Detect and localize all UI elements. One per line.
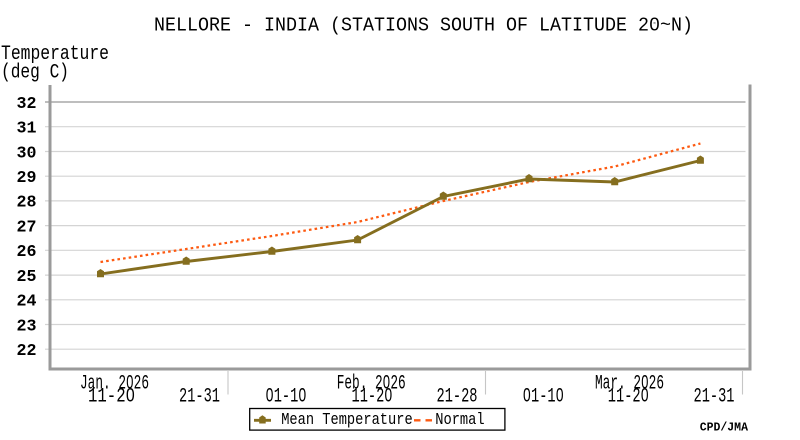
svg-text:28: 28 <box>17 194 37 213</box>
svg-text:NELLORE - INDIA (STATIONS SOUT: NELLORE - INDIA (STATIONS SOUTH OF LATIT… <box>154 15 693 37</box>
svg-text:31: 31 <box>17 120 37 139</box>
svg-text:11-20: 11-20 <box>88 386 135 409</box>
svg-text:32: 32 <box>17 95 37 114</box>
svg-text:22: 22 <box>17 342 37 361</box>
svg-text:26: 26 <box>17 243 37 262</box>
svg-text:23: 23 <box>17 317 37 336</box>
svg-text:Jan. 2026: Jan. 2026 <box>80 372 149 395</box>
svg-text:21-28: 21-28 <box>437 386 478 409</box>
svg-text:Temperature: Temperature <box>1 43 109 66</box>
svg-text:27: 27 <box>17 218 37 237</box>
svg-text:CPD/JMA: CPD/JMA <box>700 422 748 435</box>
svg-text:(deg C): (deg C) <box>1 62 69 85</box>
svg-text:21-31: 21-31 <box>694 386 735 409</box>
svg-text:Mar. 2026: Mar. 2026 <box>595 372 664 395</box>
svg-text:Feb. 2026: Feb. 2026 <box>337 372 406 395</box>
svg-text:Mean Temperature: Mean Temperature <box>281 411 413 430</box>
svg-text:29: 29 <box>17 169 37 188</box>
svg-text:Normal: Normal <box>435 411 485 430</box>
svg-text:30: 30 <box>17 144 37 163</box>
svg-text:24: 24 <box>17 293 37 312</box>
svg-text:01-10: 01-10 <box>523 386 564 409</box>
svg-text:11-20: 11-20 <box>608 386 649 409</box>
svg-text:21-31: 21-31 <box>179 386 220 409</box>
svg-text:01-10: 01-10 <box>266 386 307 409</box>
svg-text:11-20: 11-20 <box>352 386 393 409</box>
svg-text:25: 25 <box>17 268 37 287</box>
